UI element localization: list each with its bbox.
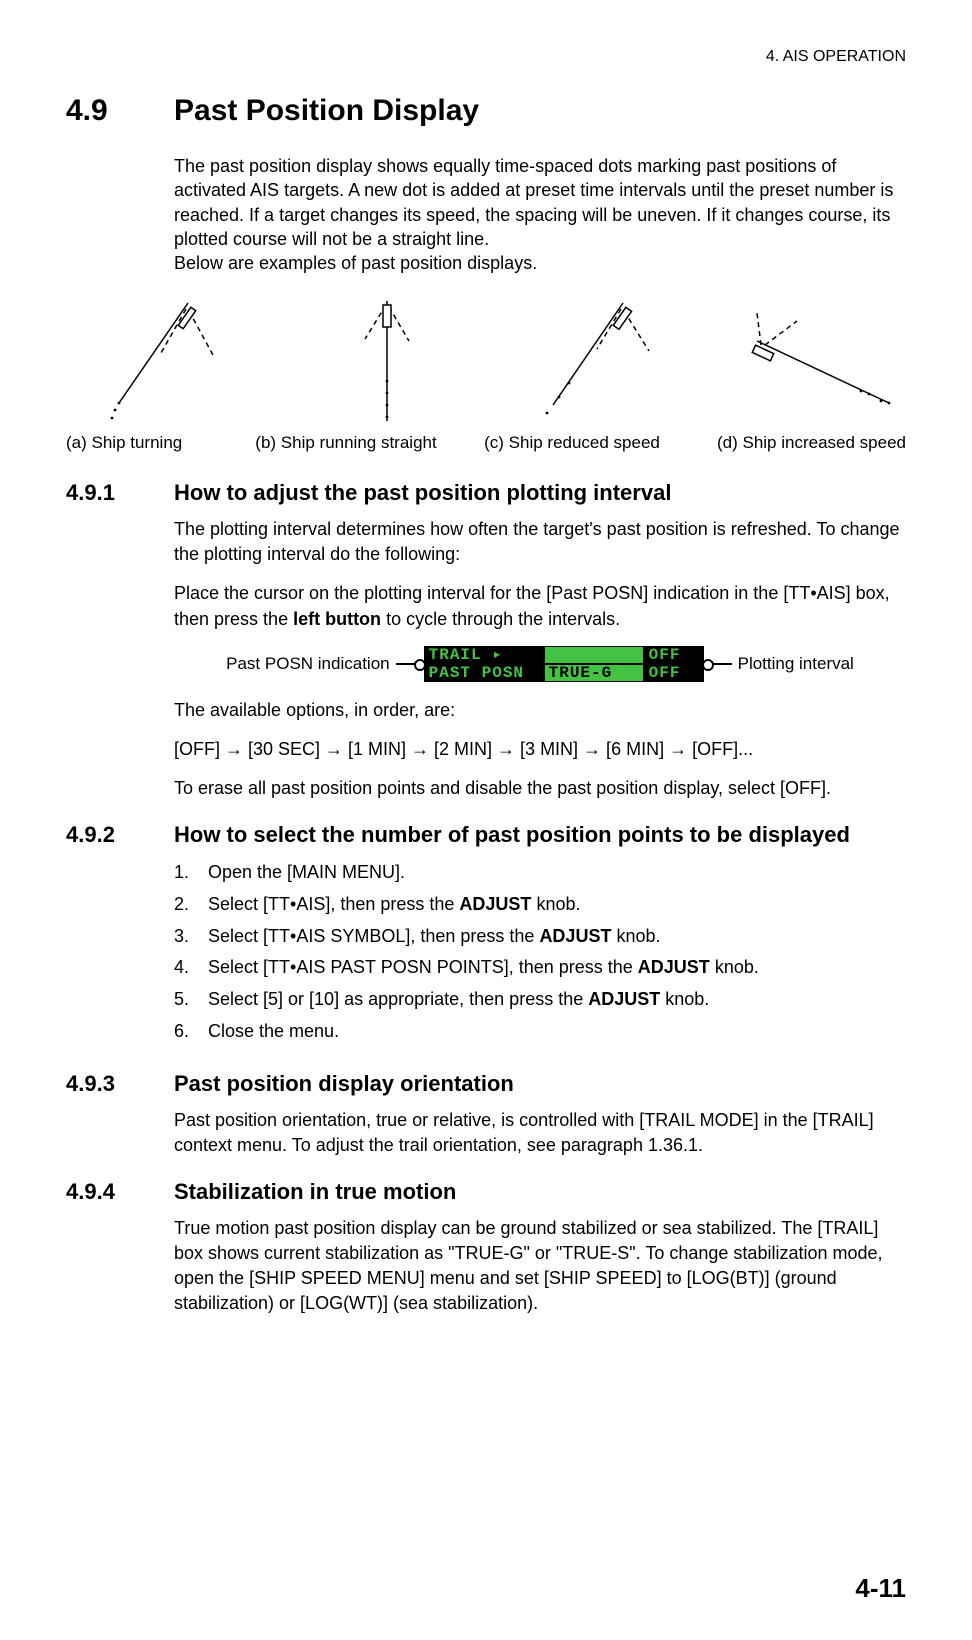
caption-a: (a) Ship turning [66, 433, 228, 453]
subsection-heading-493: 4.9.3 Past position display orientation [66, 1070, 906, 1098]
list-item: Open the [MAIN MENU]. [174, 859, 906, 887]
caption-c: (c) Ship reduced speed [464, 433, 680, 453]
subsection-heading-491: 4.9.1 How to adjust the past position pl… [66, 479, 906, 507]
indicator-left-label: Past POSN indication [226, 654, 389, 674]
connector-left [396, 663, 418, 665]
subsection-heading-494: 4.9.4 Stabilization in true motion [66, 1178, 906, 1206]
section-number: 4.9 [66, 94, 174, 128]
subsection-number: 4.9.1 [66, 480, 174, 506]
list-item: Select [5] or [10] as appropriate, then … [174, 986, 906, 1014]
subsection-title: Stabilization in true motion [174, 1178, 906, 1206]
list-item: Select [TT•AIS SYMBOL], then press the A… [174, 923, 906, 951]
list-item: Select [TT•AIS], then press the ADJUST k… [174, 891, 906, 919]
p-491-2: Place the cursor on the plotting interva… [174, 581, 906, 631]
subsection-title: How to adjust the past position plotting… [174, 479, 906, 507]
list-item: Select [TT•AIS PAST POSN POINTS], then p… [174, 954, 906, 982]
p-494-1: True motion past position display can be… [174, 1216, 906, 1317]
subsection-number: 4.9.4 [66, 1179, 174, 1205]
p-493-1: Past position orientation, true or relat… [174, 1108, 906, 1158]
figure-c [491, 293, 691, 423]
indicator-right-label: Plotting interval [738, 654, 854, 674]
caption-d: (d) Ship increased speed [690, 433, 906, 453]
subsection-number: 4.9.3 [66, 1071, 174, 1097]
connector-right [710, 663, 732, 665]
figure-b [281, 293, 481, 423]
figure-captions: (a) Ship turning (b) Ship running straig… [66, 433, 906, 453]
ib-r1c2: OFF [644, 664, 704, 682]
p-491-1: The plotting interval determines how oft… [174, 517, 906, 567]
p-491-2-strong: left button [293, 609, 381, 629]
subsection-title: Past position display orientation [174, 1070, 906, 1098]
ib-r0c2: OFF [644, 646, 704, 664]
p-491-3: The available options, in order, are: [174, 698, 906, 723]
p-491-4: [OFF] → [30 SEC] → [1 MIN] → [2 MIN] → [… [174, 737, 906, 762]
list-item: Close the menu. [174, 1018, 906, 1046]
intro-paragraph: The past position display shows equally … [174, 154, 906, 275]
figure-a [71, 293, 271, 423]
ib-r1c0: PAST POSN [424, 664, 544, 682]
p-491-2-post: to cycle through the intervals. [381, 609, 620, 629]
indicator-row: Past POSN indication TRAIL ▸ OFF PAST PO… [174, 646, 906, 682]
caption-b: (b) Ship running straight [238, 433, 454, 453]
page-number: 4-11 [855, 1573, 906, 1604]
figure-row [66, 293, 906, 423]
steps-list-492: Open the [MAIN MENU]. Select [TT•AIS], th… [174, 859, 906, 1046]
p-491-5: To erase all past position points and di… [174, 776, 906, 801]
section-heading: 4.9 Past Position Display [66, 94, 906, 128]
section-title: Past Position Display [174, 94, 479, 128]
subsection-heading-492: 4.9.2 How to select the number of past p… [66, 821, 906, 849]
indicator-box: TRAIL ▸ OFF PAST POSN TRUE-G OFF [424, 646, 704, 682]
ib-r1c1: TRUE-G [544, 664, 644, 682]
ib-r0c0: TRAIL ▸ [424, 646, 544, 664]
subsection-title: How to select the number of past positio… [174, 821, 906, 849]
subsection-number: 4.9.2 [66, 822, 174, 848]
figure-d [701, 293, 901, 423]
chapter-header: 4. AIS OPERATION [66, 48, 906, 66]
ib-r0c1 [544, 646, 644, 664]
